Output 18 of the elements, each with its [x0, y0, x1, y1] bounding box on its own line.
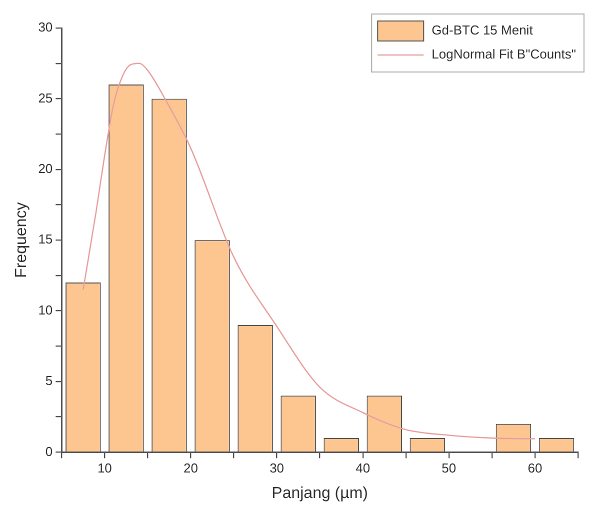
x-tick-label: 60 [528, 460, 542, 476]
y-tick-label: 15 [38, 232, 53, 247]
y-axis-title: Frequency [13, 202, 30, 278]
x-tick-label: 30 [270, 460, 284, 476]
legend-label: Gd-BTC 15 Menit [432, 22, 534, 38]
x-tick-label: 10 [97, 460, 112, 476]
y-tick-label: 20 [38, 160, 53, 176]
y-tick-label: 10 [38, 302, 53, 318]
y-tick-label: 30 [38, 20, 53, 35]
x-tick-label: 50 [442, 460, 456, 476]
line-series [82, 62, 536, 440]
legend-label: LogNormal Fit B"Counts" [432, 46, 576, 62]
x-tick-label: 20 [184, 460, 198, 476]
y-tick-label: 0 [45, 444, 53, 459]
y-tick-label: 25 [38, 90, 53, 106]
x-tick-label: 40 [356, 460, 370, 476]
y-tick-label: 5 [45, 373, 53, 388]
x-axis-title: Panjang (µm) [272, 484, 368, 502]
